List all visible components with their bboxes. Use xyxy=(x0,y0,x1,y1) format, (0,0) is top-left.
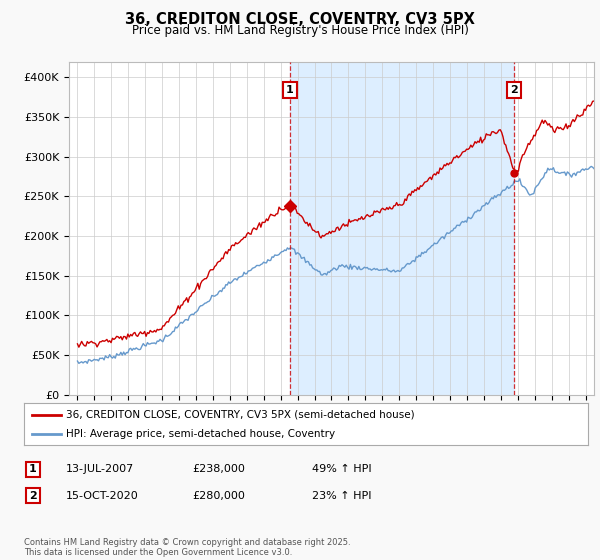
Text: £238,000: £238,000 xyxy=(192,464,245,474)
Text: 49% ↑ HPI: 49% ↑ HPI xyxy=(312,464,371,474)
Text: Price paid vs. HM Land Registry's House Price Index (HPI): Price paid vs. HM Land Registry's House … xyxy=(131,24,469,36)
Text: 2: 2 xyxy=(29,491,37,501)
Text: 2: 2 xyxy=(511,85,518,95)
Text: £280,000: £280,000 xyxy=(192,491,245,501)
Text: 15-OCT-2020: 15-OCT-2020 xyxy=(66,491,139,501)
Text: 36, CREDITON CLOSE, COVENTRY, CV3 5PX: 36, CREDITON CLOSE, COVENTRY, CV3 5PX xyxy=(125,12,475,27)
Text: 1: 1 xyxy=(29,464,37,474)
Text: Contains HM Land Registry data © Crown copyright and database right 2025.
This d: Contains HM Land Registry data © Crown c… xyxy=(24,538,350,557)
Text: HPI: Average price, semi-detached house, Coventry: HPI: Average price, semi-detached house,… xyxy=(66,429,335,439)
Bar xyxy=(290,62,514,395)
Text: 13-JUL-2007: 13-JUL-2007 xyxy=(66,464,134,474)
Text: 1: 1 xyxy=(286,85,294,95)
Text: 36, CREDITON CLOSE, COVENTRY, CV3 5PX (semi-detached house): 36, CREDITON CLOSE, COVENTRY, CV3 5PX (s… xyxy=(66,409,415,419)
Text: 23% ↑ HPI: 23% ↑ HPI xyxy=(312,491,371,501)
